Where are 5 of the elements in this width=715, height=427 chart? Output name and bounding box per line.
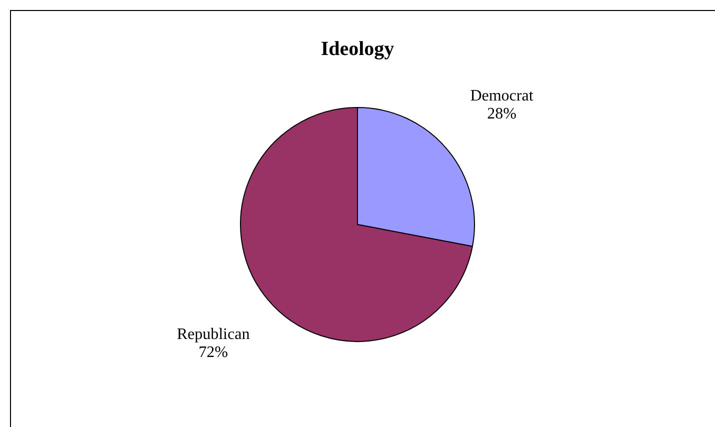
slice-label: Republican: [176, 326, 250, 344]
data-label: 28%: [487, 105, 516, 122]
chart-title: Ideology: [320, 38, 394, 60]
data-label: 72%: [198, 344, 228, 362]
slice-label: Democrat: [470, 87, 534, 104]
